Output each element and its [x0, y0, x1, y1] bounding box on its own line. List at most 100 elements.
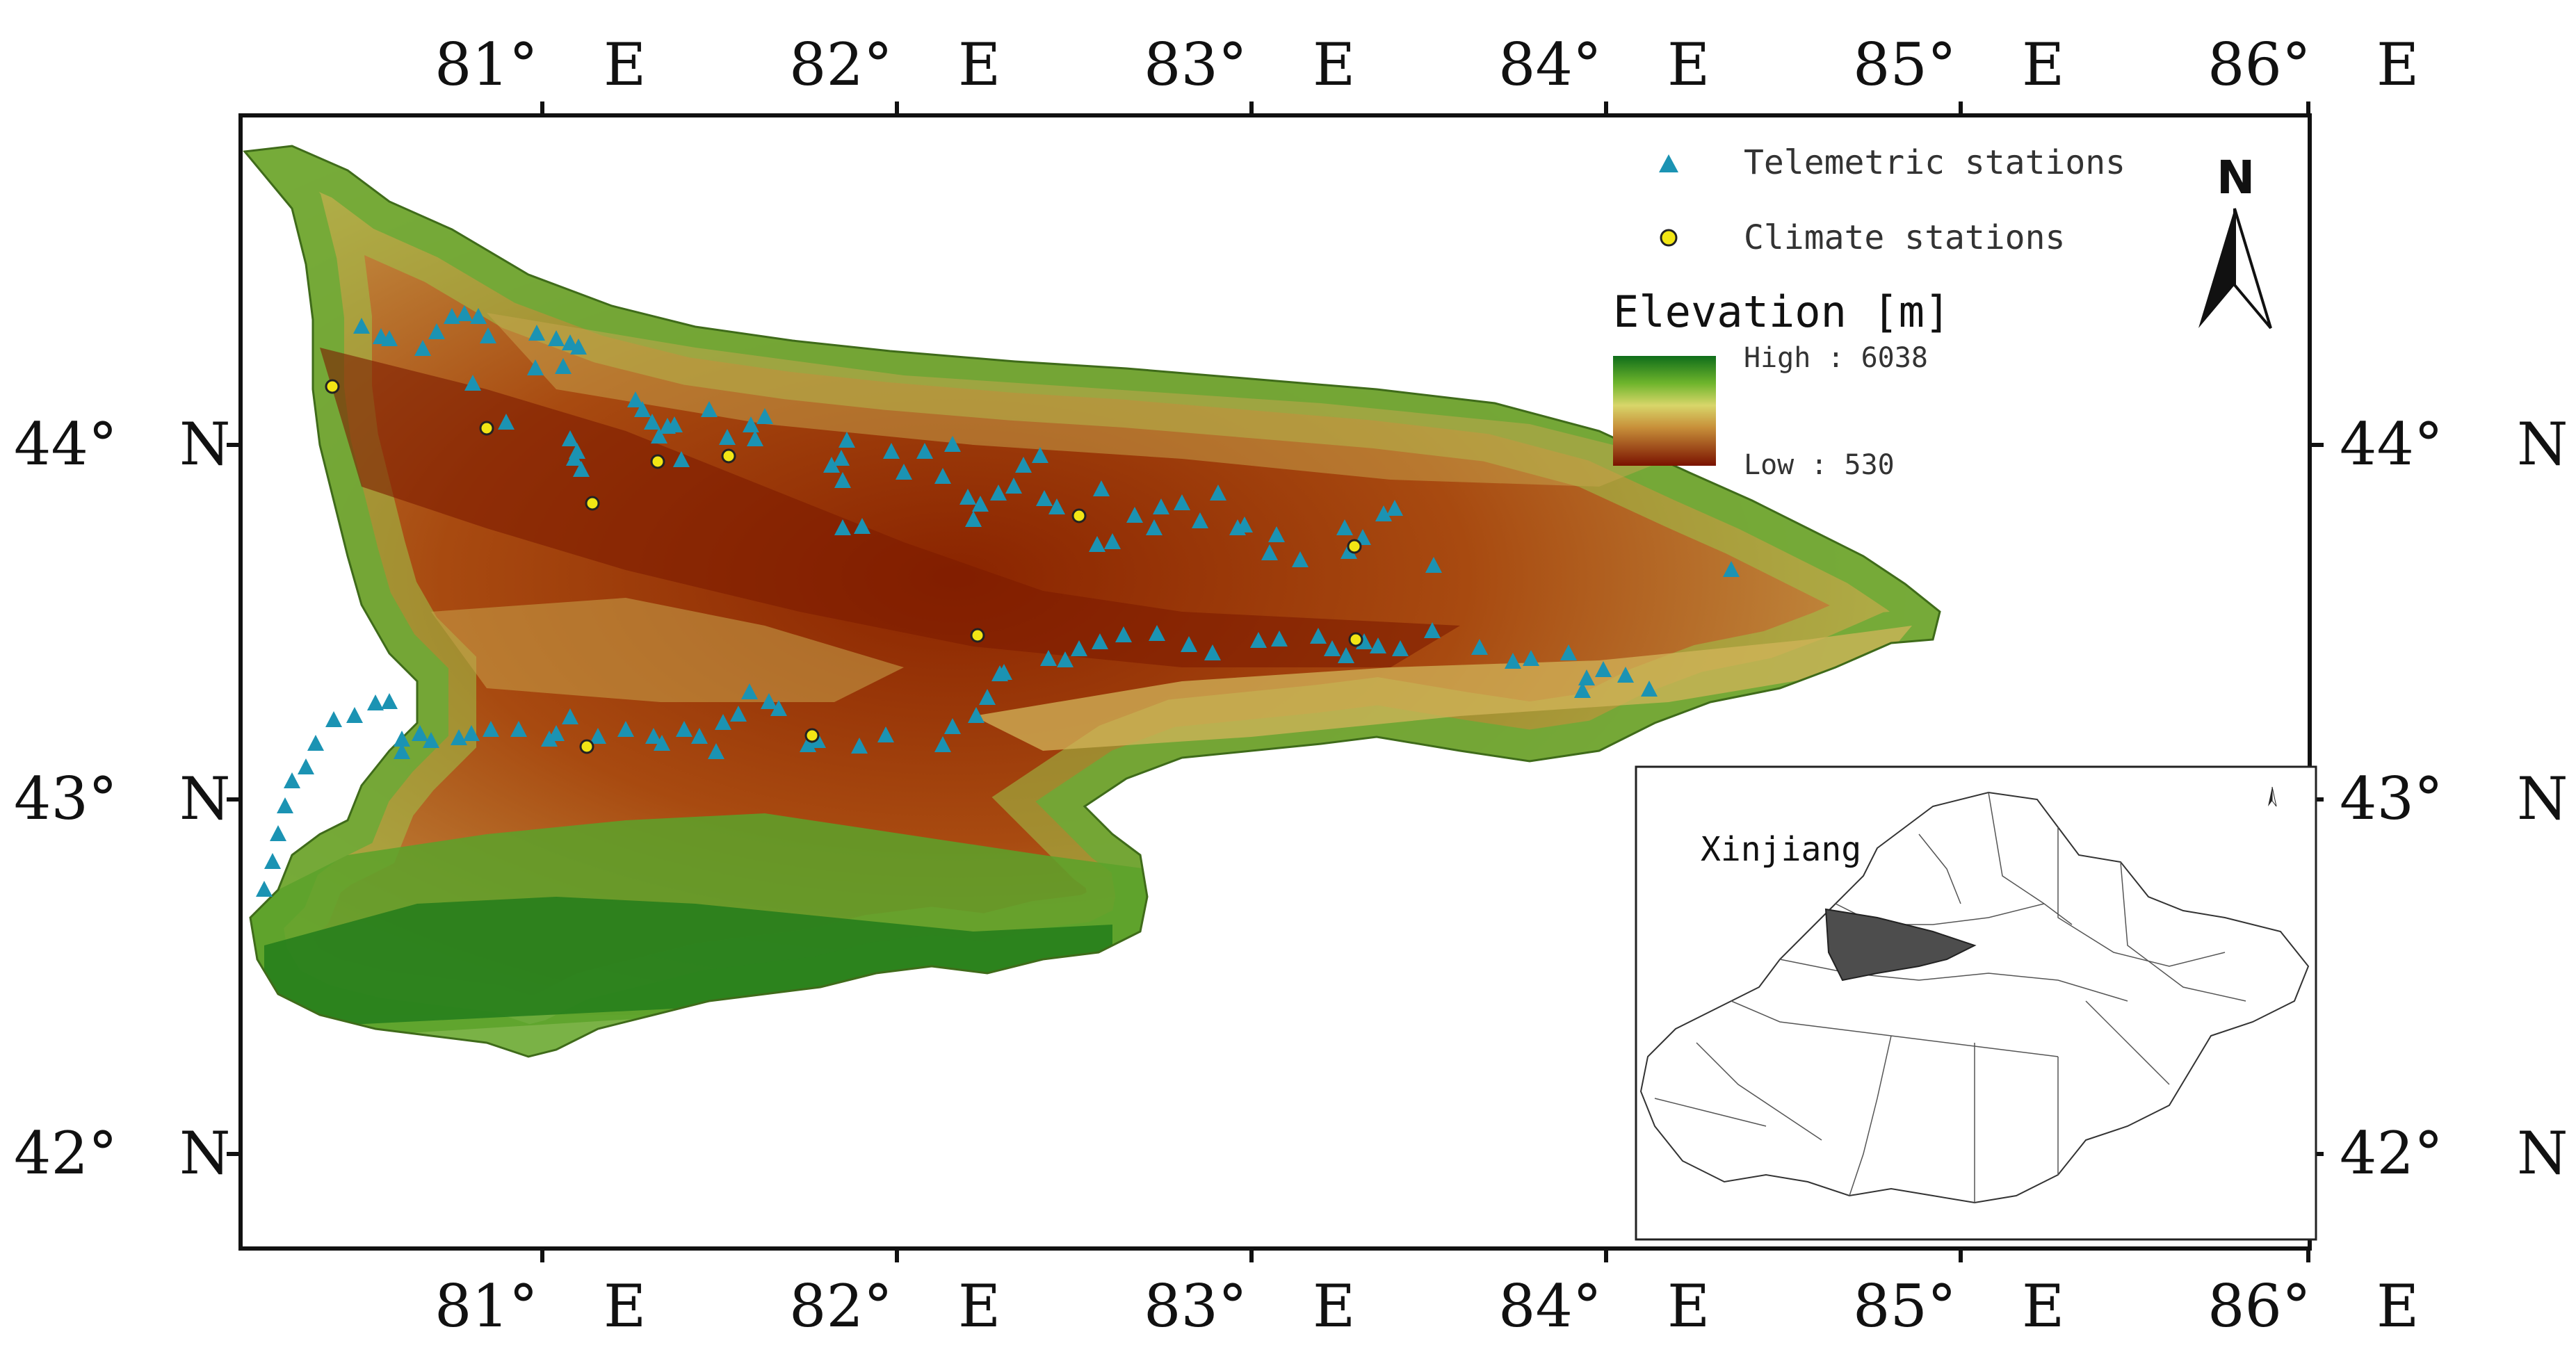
telemetric-station-marker: [747, 430, 763, 446]
bottom-tick-deg-86: 86°: [2208, 1272, 2311, 1340]
climate-station-marker: [585, 496, 600, 511]
telemetric-station-marker: [367, 694, 384, 710]
telemetric-station-marker: [541, 731, 558, 747]
map-frame: [238, 113, 2312, 1251]
telemetric-station-marker: [498, 414, 515, 430]
telemetric-station-marker: [1104, 533, 1121, 549]
bottom-tick-deg-82: 82°: [789, 1272, 893, 1340]
bottom-tick-deg-85: 85°: [1853, 1272, 1957, 1340]
telemetric-station-marker: [968, 707, 985, 723]
telemetric-station-marker: [1574, 682, 1591, 698]
telemetric-legend-label: Telemetric stations: [1744, 143, 2125, 182]
telemetric-station-marker: [1149, 625, 1165, 641]
telemetric-station-marker: [1375, 505, 1392, 521]
climate-station-marker: [650, 454, 665, 469]
telemetric-station-marker: [483, 721, 499, 737]
telemetric-station-marker: [1032, 447, 1048, 463]
telemetric-station-marker: [896, 464, 912, 480]
bottom-tick-hemi-85: E: [2022, 1272, 2064, 1340]
telemetric-station-marker: [480, 327, 496, 343]
climate-stations-layer: [325, 379, 1363, 754]
telemetric-station-marker: [944, 718, 961, 734]
telemetric-station-marker: [934, 736, 951, 752]
telemetric-station-marker: [1093, 480, 1110, 496]
telemetric-station-marker: [1336, 519, 1353, 535]
telemetric-station-marker: [676, 721, 692, 737]
telemetric-station-marker: [1092, 633, 1108, 649]
telemetric-station-marker: [470, 308, 487, 324]
top-longitude-labels: 81° E 82° E 83° E 84° E 85° E 86° E: [435, 31, 2419, 99]
telemetric-station-marker: [1338, 647, 1354, 663]
telemetric-station-marker: [1261, 544, 1278, 560]
telemetric-station-marker: [256, 881, 273, 897]
telemetric-station-marker: [991, 665, 1008, 681]
telemetric-station-marker: [644, 414, 661, 430]
telemetric-station-marker: [1523, 650, 1539, 666]
telemetric-station-marker: [854, 518, 870, 534]
telemetric-station-marker: [756, 408, 773, 424]
top-tick-hemi-85: E: [2022, 31, 2064, 99]
telemetric-station-marker: [1115, 626, 1132, 642]
telemetric-station-marker: [1040, 650, 1057, 666]
bottom-tick-hemi-86: E: [2376, 1272, 2419, 1340]
climate-station-marker: [325, 379, 340, 394]
bottom-tick-hemi-81: E: [604, 1272, 646, 1340]
telemetric-station-marker: [456, 305, 473, 321]
telemetric-station-marker: [394, 743, 410, 759]
telemetric-station-marker: [1236, 517, 1253, 532]
climate-station-marker: [804, 728, 820, 743]
right-tick-hemi-42: N: [2517, 1119, 2568, 1187]
right-latitude-labels: 44° N 43° N 42° N: [2340, 410, 2568, 1187]
telemetric-station-marker: [1292, 551, 1309, 567]
climate-legend-symbol: [1660, 229, 1678, 247]
telemetric-station-marker: [423, 732, 439, 748]
telemetric-station-marker: [691, 728, 708, 744]
telemetric-station-marker: [1471, 639, 1488, 655]
left-latitude-labels: 44° N 43° N 42° N: [14, 410, 231, 1187]
telemetric-station-marker: [444, 308, 460, 324]
top-tick-deg-84: 84°: [1498, 31, 1602, 99]
telemetric-station-marker: [1505, 653, 1521, 669]
telemetric-station-marker: [654, 735, 670, 751]
bottom-tick-marks: [540, 1249, 2310, 1262]
left-tick-hemi-43: N: [179, 765, 231, 833]
telemetric-station-marker: [1005, 478, 1022, 494]
telemetric-station-marker: [645, 728, 662, 744]
left-tick-deg-43: 43°: [14, 765, 118, 833]
top-tick-hemi-86: E: [2376, 31, 2419, 99]
telemetric-station-marker: [944, 436, 961, 452]
left-tick-marks: [227, 443, 241, 1156]
telemetric-station-marker: [1425, 557, 1442, 573]
telemetric-station-marker: [666, 416, 683, 432]
telemetric-station-marker: [741, 683, 758, 699]
elevation-color-ramp: [1613, 356, 1716, 466]
bottom-tick-deg-81: 81°: [435, 1272, 538, 1340]
climate-station-marker: [721, 448, 736, 464]
inset-label: Xinjiang: [1701, 830, 1861, 869]
right-tick-hemi-44: N: [2517, 410, 2568, 478]
telemetric-station-marker: [1126, 507, 1143, 523]
top-tick-deg-86: 86°: [2208, 31, 2311, 99]
top-tick-hemi-83: E: [1313, 31, 1355, 99]
telemetric-stations-layer: [256, 305, 1740, 897]
telemetric-station-marker: [1015, 457, 1032, 473]
left-tick-deg-42: 42°: [14, 1119, 118, 1187]
top-tick-hemi-84: E: [1667, 31, 1710, 99]
telemetric-station-marker: [1723, 561, 1740, 577]
left-tick-deg-44: 44°: [14, 410, 118, 478]
bottom-tick-deg-83: 83°: [1144, 1272, 1247, 1340]
elevation-low-label: Low : 530: [1744, 449, 1895, 481]
telemetric-station-marker: [1324, 640, 1340, 656]
climate-station-marker: [1071, 508, 1087, 523]
telemetric-station-marker: [1146, 519, 1163, 535]
climate-legend-label: Climate stations: [1744, 218, 2065, 257]
telemetric-station-marker: [1392, 640, 1409, 656]
telemetric-station-marker: [463, 725, 480, 741]
bottom-tick-hemi-84: E: [1667, 1272, 1710, 1340]
telemetric-station-marker: [1250, 632, 1267, 648]
telemetric-station-marker: [719, 429, 736, 445]
top-tick-hemi-81: E: [604, 31, 646, 99]
telemetric-station-marker: [307, 735, 324, 751]
right-tick-deg-44: 44°: [2340, 410, 2443, 478]
telemetric-station-marker: [1578, 669, 1595, 685]
